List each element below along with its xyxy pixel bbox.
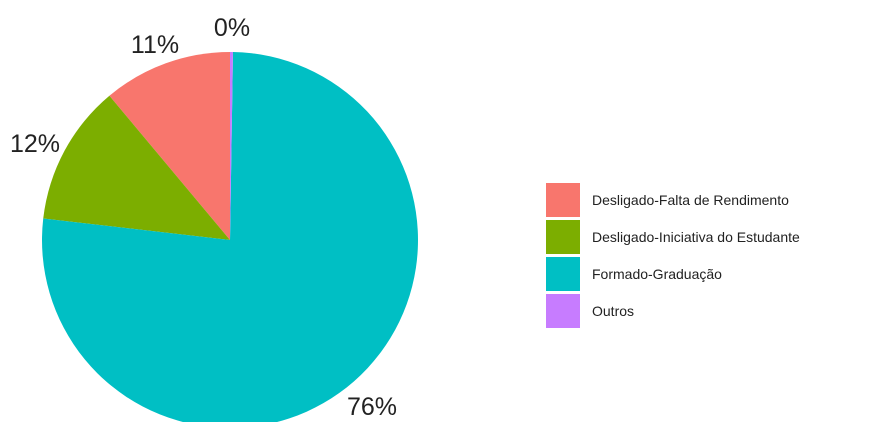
legend-label: Desligado-Iniciativa do Estudante [592, 229, 800, 245]
slice-percent-label: 11% [131, 31, 179, 59]
slice-percent-label: 0% [214, 14, 250, 42]
pie-slice-4 [230, 52, 233, 240]
pie-slice-2 [43, 95, 230, 240]
slice-percent-label: 12% [10, 130, 60, 158]
legend-label: Formado-Graduação [592, 266, 722, 282]
slice-percent-label: 76% [347, 393, 397, 421]
legend: Desligado-Falta de Rendimento Desligado-I… [546, 183, 800, 328]
legend-label: Outros [592, 303, 634, 319]
pie-slice-3 [42, 52, 418, 422]
pie-percent-labels: 11% 12% 76% 0% [10, 14, 397, 421]
legend-swatch [546, 183, 580, 217]
pie-slices [42, 52, 418, 422]
legend-label: Desligado-Falta de Rendimento [592, 192, 789, 208]
legend-swatch [546, 220, 580, 254]
legend-swatch [546, 257, 580, 291]
pie-slice-1 [109, 52, 230, 240]
legend-swatch [546, 294, 580, 328]
